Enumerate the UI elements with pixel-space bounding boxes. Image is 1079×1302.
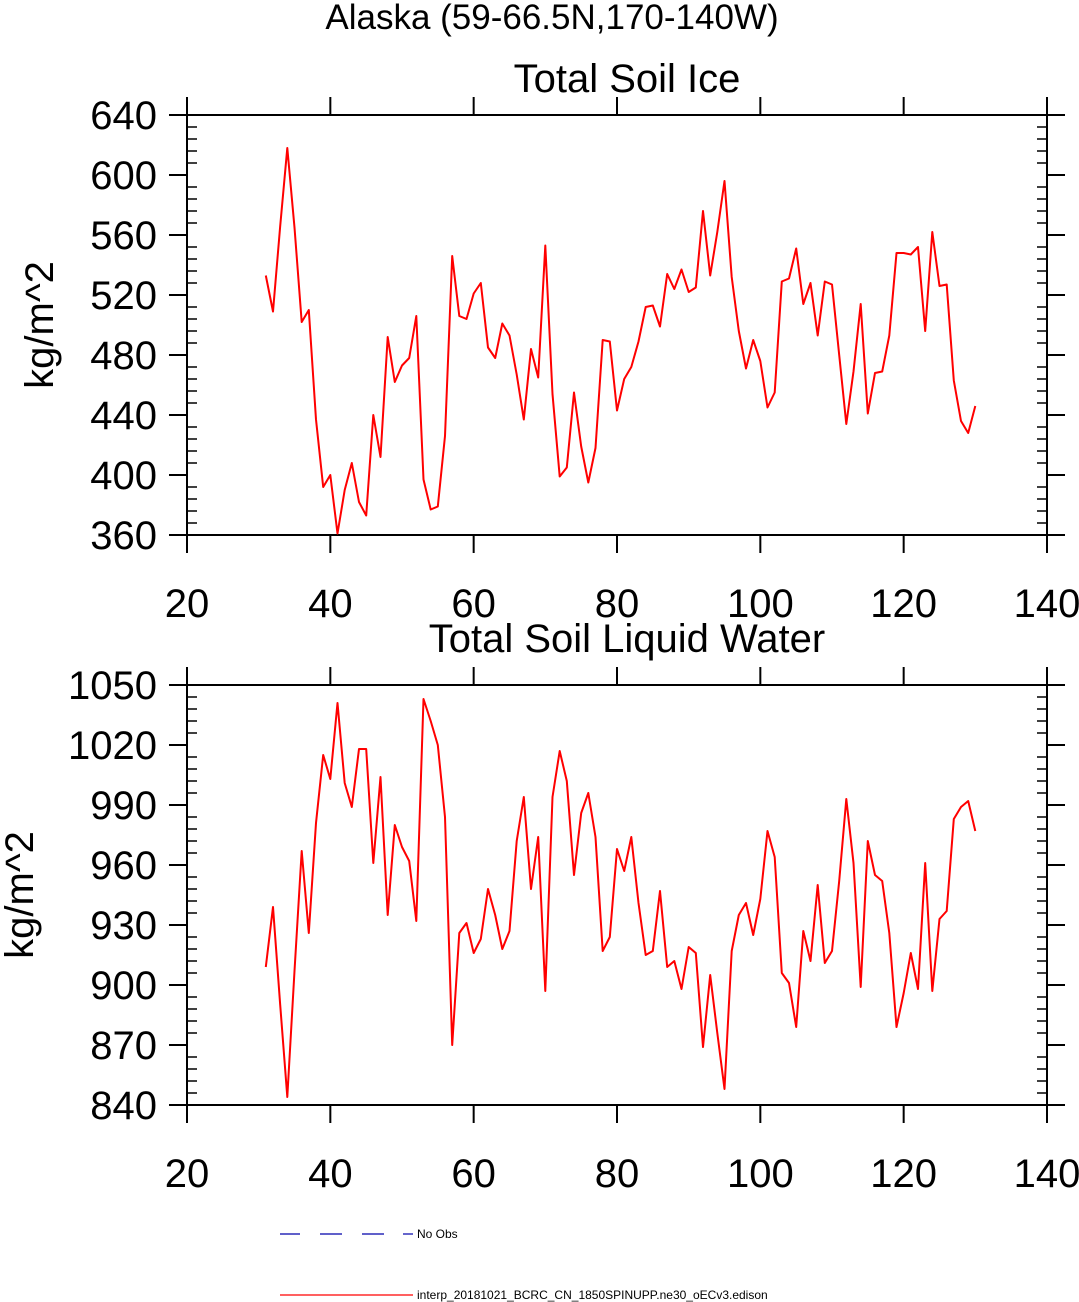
panel-soil-liquid-series-line — [264, 698, 977, 1098]
y-tick-label: 400 — [90, 454, 157, 498]
panel-soil-ice: Total Soil Ice kg/m^2 20 40 60 80 100 120 140 3… — [18, 57, 1079, 626]
panel-soil-ice-series-line — [264, 147, 977, 535]
x-tick-label: 140 — [1014, 582, 1079, 626]
x-tick-label: 120 — [870, 1152, 937, 1196]
panel-soil-liquid-tick-labels: 20 40 60 80 100 120 140 840 870 900 930 960 990 1020 1… — [68, 664, 1079, 1196]
panel-soil-ice-ticks — [169, 97, 1065, 553]
figure-title: Alaska (59-66.5N,170-140W) — [325, 0, 778, 37]
x-tick-label: 20 — [165, 582, 210, 626]
panel-soil-ice-title: Total Soil Ice — [514, 57, 741, 101]
panel-soil-ice-frame — [186, 114, 1048, 536]
x-tick-label: 120 — [870, 582, 937, 626]
legend: No Obs interp_20181021_BCRC_CN_1850SPINU… — [280, 1227, 768, 1302]
panel-soil-ice-tick-labels: 20 40 60 80 100 120 140 360 400 440 480 520 560 600 64… — [90, 94, 1079, 626]
x-tick-label: 80 — [595, 582, 640, 626]
x-tick-label: 20 — [165, 1152, 210, 1196]
legend-obs-label: No Obs — [417, 1227, 458, 1241]
x-tick-label: 60 — [451, 1152, 496, 1196]
y-tick-label: 840 — [90, 1084, 157, 1128]
y-tick-label: 360 — [90, 514, 157, 558]
y-tick-label: 930 — [90, 904, 157, 948]
y-tick-label: 640 — [90, 94, 157, 138]
panel-soil-liquid-title: Total Soil Liquid Water — [429, 617, 825, 661]
x-tick-label: 80 — [595, 1152, 640, 1196]
y-tick-label: 990 — [90, 784, 157, 828]
x-tick-label: 100 — [727, 1152, 794, 1196]
panel-soil-liquid-ylabel: kg/m^2 — [0, 831, 42, 959]
x-tick-label: 100 — [727, 582, 794, 626]
y-tick-label: 480 — [90, 334, 157, 378]
y-tick-label: 1050 — [68, 664, 157, 708]
x-tick-label: 60 — [451, 582, 496, 626]
y-tick-label: 600 — [90, 154, 157, 198]
panel-soil-ice-ylabel: kg/m^2 — [18, 261, 62, 389]
y-tick-label: 560 — [90, 214, 157, 258]
y-tick-label: 520 — [90, 274, 157, 318]
y-tick-label: 1020 — [68, 724, 157, 768]
y-tick-label: 440 — [90, 394, 157, 438]
y-tick-label: 900 — [90, 964, 157, 1008]
x-tick-label: 140 — [1014, 1152, 1079, 1196]
panel-soil-liquid-ticks — [169, 667, 1065, 1123]
panel-soil-liquid-frame — [186, 684, 1048, 1106]
panel-soil-liquid: Total Soil Liquid Water kg/m^2 20 40 60 80 1… — [0, 617, 1079, 1196]
y-tick-label: 870 — [90, 1024, 157, 1068]
legend-model-label: interp_20181021_BCRC_CN_1850SPINUPP.ne30… — [417, 1288, 768, 1302]
x-tick-label: 40 — [308, 582, 353, 626]
x-tick-label: 40 — [308, 1152, 353, 1196]
y-tick-label: 960 — [90, 844, 157, 888]
